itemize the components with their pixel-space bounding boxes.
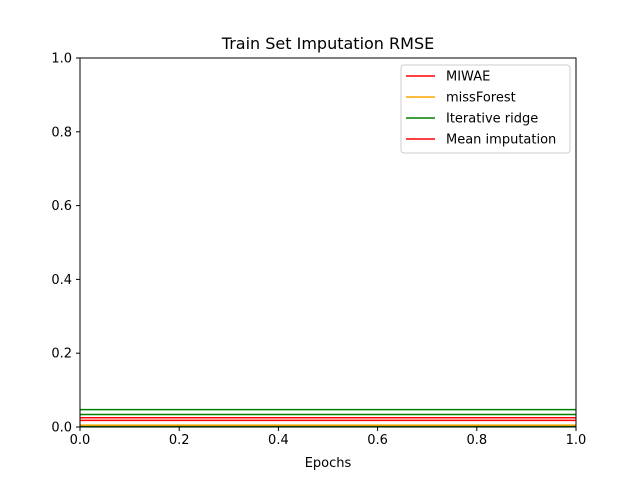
x-tick-label: 0.8 bbox=[466, 433, 487, 448]
y-tick-label: 0.4 bbox=[51, 273, 72, 288]
legend-box bbox=[400, 64, 571, 154]
y-tick-label: 0.6 bbox=[51, 199, 72, 214]
x-tick-label: 1.0 bbox=[566, 433, 587, 448]
legend-label-0: MIWAE bbox=[446, 70, 490, 85]
legend-label-2: Iterative ridge bbox=[446, 112, 538, 127]
plot-frame bbox=[79, 57, 577, 428]
x-tick-label: 0.4 bbox=[268, 433, 289, 448]
x-axis-label: Epochs bbox=[305, 456, 352, 471]
x-tick-label: 0.6 bbox=[367, 433, 388, 448]
y-tick-label: 1.0 bbox=[51, 52, 72, 67]
legend-label-3: Mean imputation bbox=[446, 133, 556, 148]
x-tick-label: 0.0 bbox=[70, 433, 91, 448]
y-tick-label: 0.0 bbox=[51, 421, 72, 436]
x-tick-label: 0.2 bbox=[169, 433, 190, 448]
y-tick-label: 0.2 bbox=[51, 347, 72, 362]
y-tick-label: 0.8 bbox=[51, 125, 72, 140]
legend-label-1: missForest bbox=[446, 91, 516, 106]
legend: MIWAE missForest Iterative ridge Mean imput… bbox=[400, 64, 571, 154]
chart-title: Train Set Imputation RMSE bbox=[221, 34, 434, 53]
